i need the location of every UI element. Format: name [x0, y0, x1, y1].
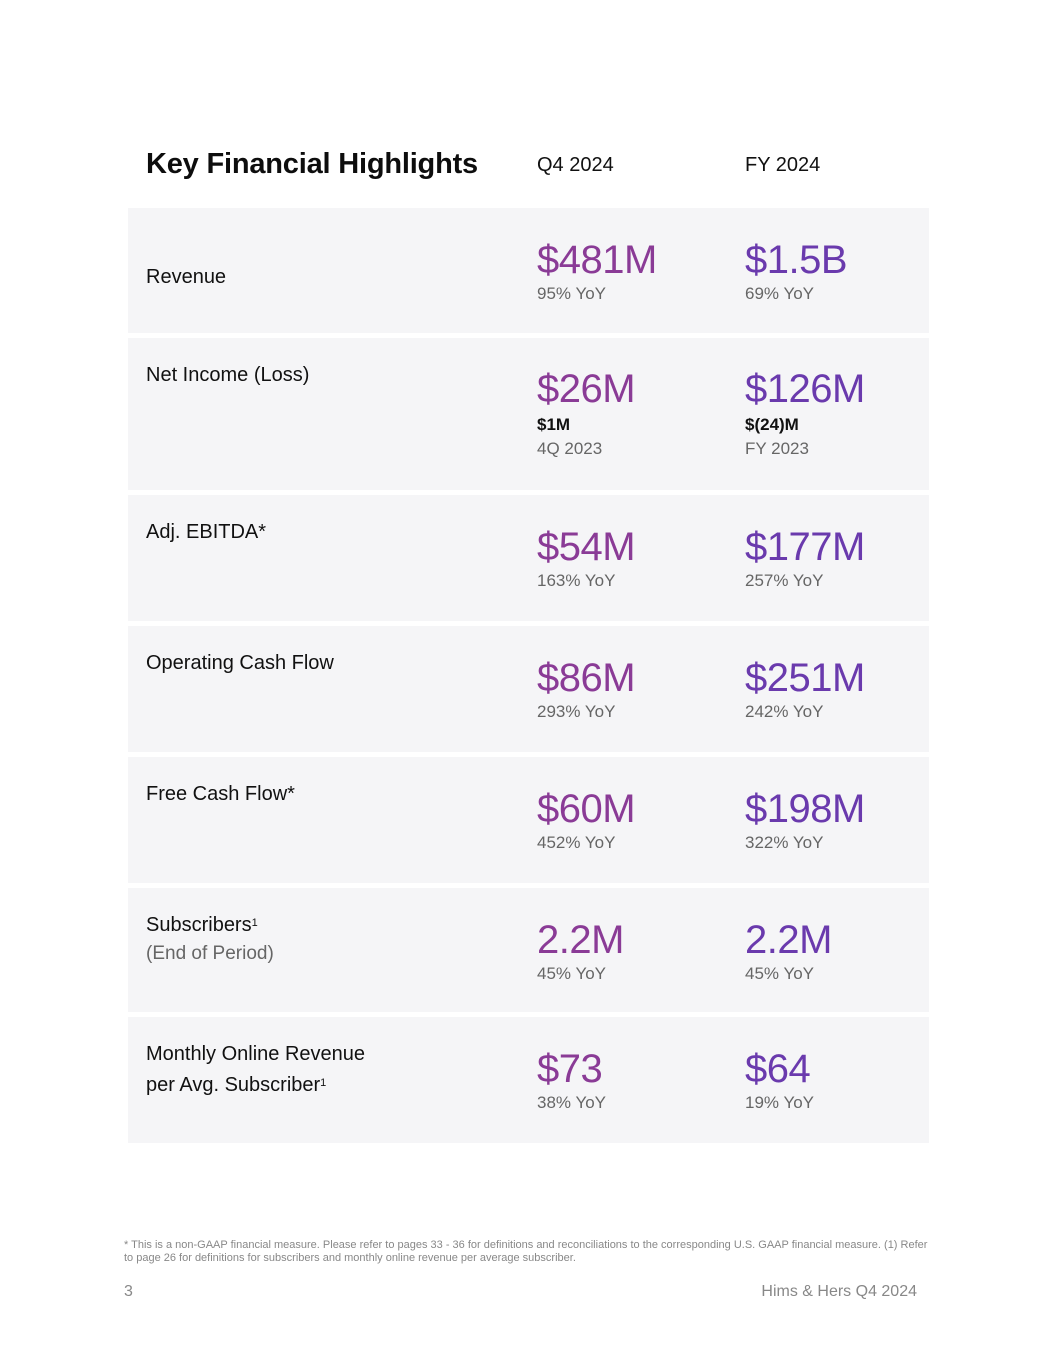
row-label: Revenue [146, 266, 227, 288]
q4-yoy: 163% YoY [537, 571, 616, 590]
row-label: Free Cash Flow* [146, 783, 295, 805]
fy-cell: $64 19% YoY [745, 1047, 814, 1115]
fy-value: 2.2M [745, 918, 832, 962]
q4-prior-period: 4Q 2023 [537, 439, 603, 458]
row-label: Adj. EBITDA* [146, 521, 267, 543]
row-label-text: Subscribers [146, 914, 252, 936]
fy-yoy: 242% YoY [745, 702, 824, 721]
q4-cell: $26M $1M 4Q 2023 [537, 367, 636, 461]
row-free-cash-flow: Free Cash Flow* $60M 452% YoY $198M 322%… [128, 757, 929, 883]
footnote-marker: 1 [251, 917, 258, 929]
row-label: Subscribers1 (End of Period) [146, 910, 274, 967]
q4-cell: $86M 293% YoY [537, 656, 636, 724]
fy-value: $64 [745, 1047, 811, 1091]
column-header-q4: Q4 2024 [537, 154, 614, 176]
row-subscribers: Subscribers1 (End of Period) 2.2M 45% Yo… [128, 888, 929, 1012]
q4-value: $73 [537, 1047, 603, 1091]
row-label: Net Income (Loss) [146, 364, 310, 386]
q4-yoy: 95% YoY [537, 284, 607, 303]
q4-cell: $60M 452% YoY [537, 787, 636, 855]
fy-value: $177M [745, 525, 865, 569]
fy-yoy: 69% YoY [745, 284, 815, 303]
fy-value: $1.5B [745, 238, 848, 282]
row-label: Monthly Online Revenue per Avg. Subscrib… [146, 1039, 365, 1101]
q4-prior-value: $1M [537, 415, 571, 434]
fy-value: $126M [745, 367, 865, 411]
fy-cell: 2.2M 45% YoY [745, 918, 832, 986]
footnote-marker: 1 [320, 1077, 327, 1089]
q4-cell: $73 38% YoY [537, 1047, 606, 1115]
fy-cell: $198M 322% YoY [745, 787, 865, 855]
q4-yoy: 452% YoY [537, 833, 616, 852]
q4-cell: $481M 95% YoY [537, 238, 657, 306]
row-monthly-online-revenue: Monthly Online Revenue per Avg. Subscrib… [128, 1017, 929, 1143]
q4-yoy: 45% YoY [537, 964, 607, 983]
footer-brand: Hims & Hers Q4 2024 [761, 1283, 917, 1300]
q4-value: $54M [537, 525, 636, 569]
fy-cell: $1.5B 69% YoY [745, 238, 848, 306]
q4-value: $481M [537, 238, 657, 282]
fy-value: $198M [745, 787, 865, 831]
q4-value: 2.2M [537, 918, 624, 962]
q4-cell: 2.2M 45% YoY [537, 918, 624, 986]
row-net-income: Net Income (Loss) $26M $1M 4Q 2023 $126M… [128, 338, 929, 490]
row-label-sub: (End of Period) [146, 943, 274, 964]
q4-value: $60M [537, 787, 636, 831]
page-number: 3 [124, 1283, 133, 1300]
fy-value: $251M [745, 656, 865, 700]
q4-yoy: 38% YoY [537, 1093, 607, 1112]
highlights-table: Revenue $481M 95% YoY $1.5B 69% YoY Net … [128, 208, 929, 1148]
row-revenue: Revenue $481M 95% YoY $1.5B 69% YoY [128, 208, 929, 333]
fy-yoy: 19% YoY [745, 1093, 815, 1112]
table-header: Key Financial Highlights Q4 2024 FY 2024 [146, 148, 926, 188]
q4-value: $86M [537, 656, 636, 700]
q4-value: $26M [537, 367, 636, 411]
page-title: Key Financial Highlights [146, 148, 478, 180]
row-adj-ebitda: Adj. EBITDA* $54M 163% YoY $177M 257% Yo… [128, 495, 929, 621]
row-label-line2: per Avg. Subscriber [146, 1074, 321, 1096]
fy-yoy: 45% YoY [745, 964, 815, 983]
row-operating-cash-flow: Operating Cash Flow $86M 293% YoY $251M … [128, 626, 929, 752]
fy-cell: $251M 242% YoY [745, 656, 865, 724]
fy-yoy: 257% YoY [745, 571, 824, 590]
fy-cell: $126M $(24)M FY 2023 [745, 367, 865, 461]
column-header-fy: FY 2024 [745, 154, 821, 176]
row-label-text: Monthly Online Revenue [146, 1043, 366, 1065]
fy-yoy: 322% YoY [745, 833, 824, 852]
q4-cell: $54M 163% YoY [537, 525, 636, 593]
footnote: * This is a non-GAAP financial measure. … [124, 1239, 928, 1264]
q4-yoy: 293% YoY [537, 702, 616, 721]
fy-prior-value: $(24)M [745, 415, 799, 434]
fy-cell: $177M 257% YoY [745, 525, 865, 593]
fy-prior-period: FY 2023 [745, 439, 809, 458]
row-label: Operating Cash Flow [146, 652, 334, 674]
